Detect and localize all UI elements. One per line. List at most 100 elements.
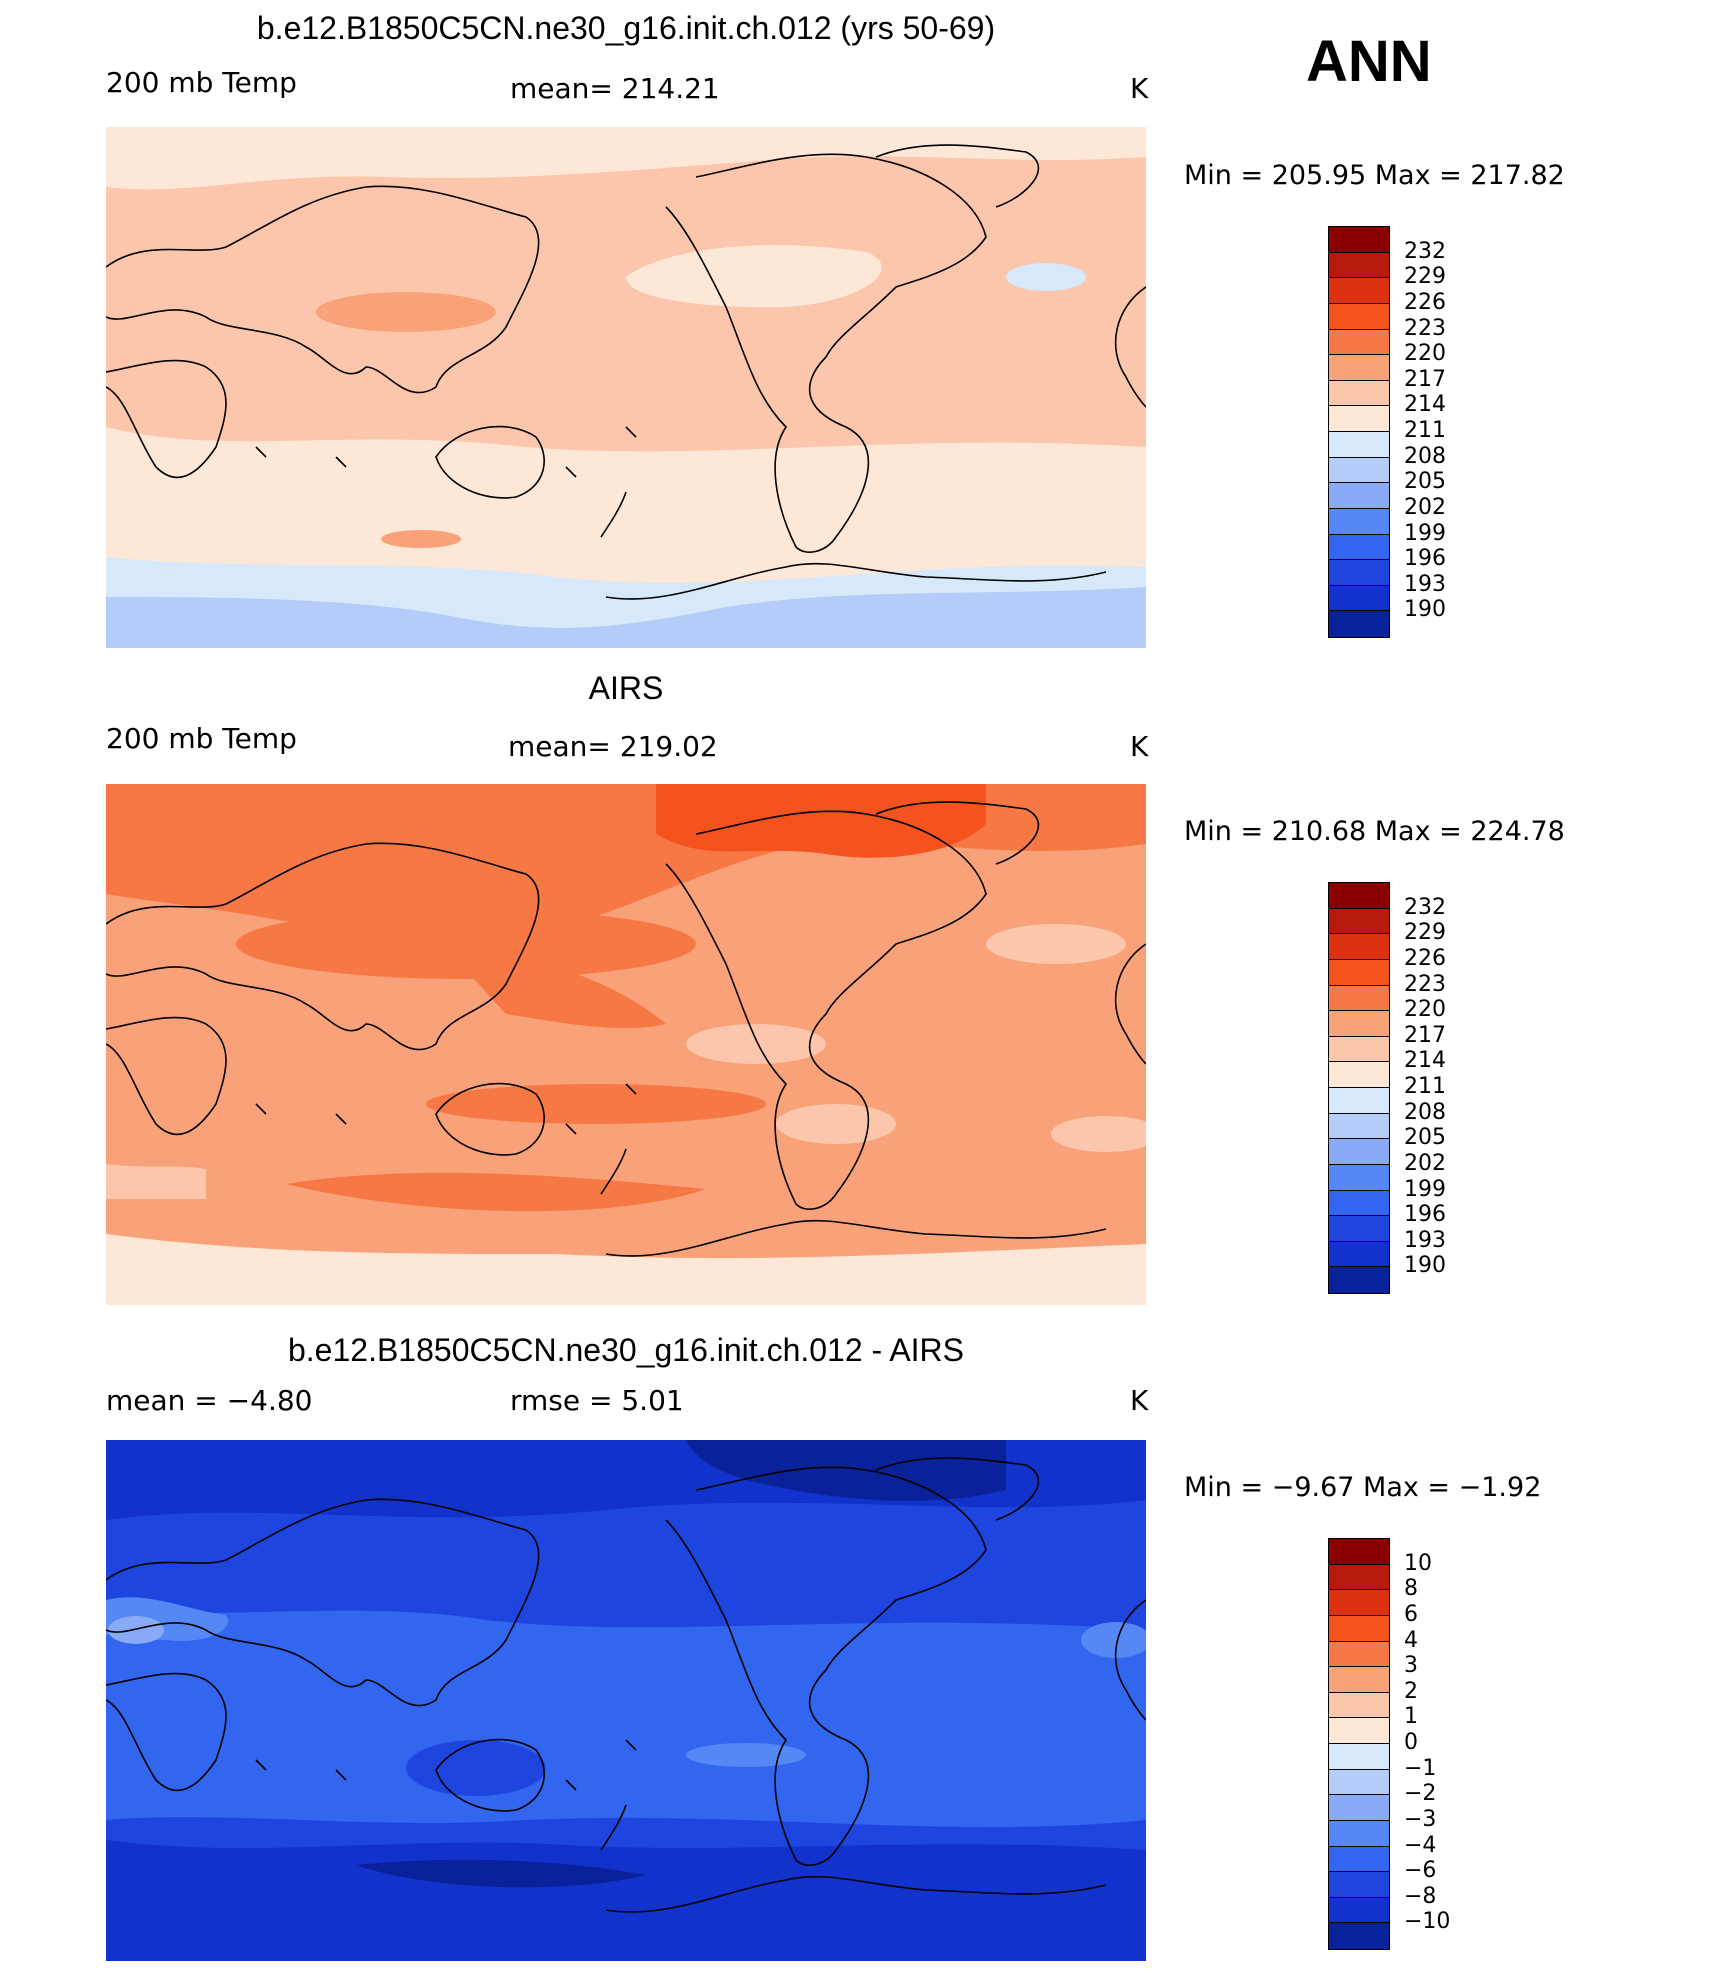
colorbar-swatch (1329, 1539, 1389, 1565)
map3-coastlines (106, 1457, 1146, 1913)
colorbar-swatch (1329, 1667, 1389, 1693)
map2-southern-warm-belt (286, 1172, 706, 1212)
colorbar-tick-label: 232 (1404, 894, 1446, 920)
panel1-variable-label: 200 mb Temp (106, 66, 297, 99)
colorbar-swatch (1329, 1062, 1389, 1088)
colorbar-swatch (1329, 534, 1389, 561)
map3-australia-cool (406, 1740, 546, 1796)
map1-atlantic-cold-spot (1006, 263, 1086, 291)
colorbar-swatch (1329, 1113, 1389, 1140)
colorbar-swatch (1329, 1718, 1389, 1744)
colorbar-swatch (1329, 1923, 1389, 1949)
colorbar-swatch (1329, 1641, 1389, 1668)
panel2-title: AIRS (588, 670, 664, 706)
colorbar-swatch (1329, 560, 1389, 586)
map2-coastlines (106, 801, 1146, 1257)
colorbar-tick-label: 205 (1404, 469, 1446, 495)
colorbar-swatch (1329, 1564, 1389, 1591)
colorbar-swatch (1329, 1164, 1389, 1191)
colorbar-swatch (1329, 1615, 1389, 1642)
panel2-minmax: Min = 210.68 Max = 224.78 (1184, 816, 1565, 847)
colorbar-tick-label: 3 (1404, 1653, 1418, 1679)
colorbar-tick-label: 226 (1404, 289, 1446, 315)
colorbar-swatch (1329, 457, 1389, 484)
map2-atlantic-light (986, 924, 1126, 964)
colorbar-swatch (1329, 329, 1389, 356)
colorbar-swatch (1329, 985, 1389, 1012)
colorbar-swatch (1329, 406, 1389, 432)
map2-pacific-light (686, 1024, 826, 1064)
colorbar-swatch (1329, 355, 1389, 381)
map3-west-africa-light (1081, 1622, 1146, 1658)
map2-arctic-hot (656, 784, 986, 858)
panel3-units: K (1130, 1384, 1149, 1417)
colorbar-swatch (1329, 1267, 1389, 1293)
colorbar-swatch (1329, 278, 1389, 304)
colorbar-tick-label: 226 (1404, 945, 1446, 971)
colorbar-swatch (1329, 1846, 1389, 1873)
colorbar-tick-label: 217 (1404, 366, 1446, 392)
map1-southern-warm-spot (381, 530, 461, 548)
colorbar-tick-label: 223 (1404, 971, 1446, 997)
map3-tropical-band (106, 1610, 1146, 1828)
map1-tibet-warm (316, 292, 496, 332)
colorbar-tick-label: 4 (1404, 1627, 1418, 1653)
colorbar-tick-label: 211 (1404, 418, 1446, 443)
colorbar-swatch (1329, 611, 1389, 637)
map2-asia-warm (236, 909, 696, 979)
panel2-units: K (1130, 730, 1149, 763)
map3-antarctic-band (106, 1910, 1146, 1961)
colorbar-tick-label: 229 (1404, 920, 1446, 946)
map1-coastlines (106, 144, 1146, 600)
colorbar-tick-label: 202 (1404, 494, 1446, 520)
map3-pacific-light (686, 1743, 806, 1767)
colorbar-tick-label: 220 (1404, 341, 1446, 367)
colorbar-swatch (1329, 1744, 1389, 1770)
panel1-units: K (1130, 72, 1149, 105)
colorbar-swatch (1329, 1795, 1389, 1821)
colorbar-swatch (1329, 1820, 1389, 1847)
panel1-map (106, 127, 1146, 648)
season-label: ANN (1306, 29, 1432, 94)
colorbar-tick-label: 190 (1404, 597, 1446, 623)
colorbar-tick-label: 214 (1404, 392, 1446, 418)
colorbar-tick-label: 232 (1404, 238, 1446, 264)
colorbar-swatch (1329, 1216, 1389, 1242)
colorbar-tick-label: 211 (1404, 1074, 1446, 1099)
colorbar-tick-label: 2 (1404, 1678, 1418, 1704)
panel1-colorbar (1328, 226, 1390, 638)
colorbar-tick-label: −2 (1404, 1781, 1437, 1807)
panel2-mean-label: mean= 219.02 (508, 730, 718, 763)
colorbar-tick-label: 214 (1404, 1048, 1446, 1074)
colorbar-tick-label: −4 (1404, 1832, 1437, 1858)
panel1-mean-label: mean= 214.21 (510, 72, 720, 105)
colorbar-tick-label: 217 (1404, 1022, 1446, 1048)
colorbar-swatch (1329, 508, 1389, 535)
colorbar-swatch (1329, 432, 1389, 458)
colorbar-tick-label: 0 (1404, 1730, 1418, 1755)
colorbar-tick-label: 202 (1404, 1150, 1446, 1176)
map2-antarctic-light (106, 1234, 1146, 1305)
panel3-rmse-label: rmse = 5.01 (510, 1384, 684, 1417)
panel1-title: b.e12.B1850C5CN.ne30_g16.init.ch.012 (yr… (256, 10, 996, 46)
map2-wpac-warm (446, 949, 666, 1029)
map1-antarctic-cold (106, 587, 1146, 648)
colorbar-tick-label: 193 (1404, 1227, 1446, 1253)
panel2-map (106, 784, 1146, 1305)
colorbar-swatch (1329, 1590, 1389, 1616)
map1-north-band (106, 127, 1146, 190)
colorbar-swatch (1329, 1088, 1389, 1114)
map2-australia-warm (426, 1084, 766, 1124)
colorbar-swatch (1329, 1241, 1389, 1268)
colorbar-swatch (1329, 1769, 1389, 1796)
colorbar-tick-label: 190 (1404, 1253, 1446, 1279)
map2-southwest-light (106, 1164, 206, 1199)
colorbar-tick-label: 199 (1404, 1176, 1446, 1202)
colorbar-swatch (1329, 1872, 1389, 1898)
map2-sepac-light (776, 1104, 896, 1144)
colorbar-tick-label: 196 (1404, 1202, 1446, 1228)
colorbar-tick-label: −3 (1404, 1806, 1437, 1832)
colorbar-tick-label: 208 (1404, 1099, 1446, 1125)
colorbar-tick-label: 220 (1404, 997, 1446, 1023)
colorbar-tick-label: 223 (1404, 315, 1446, 341)
